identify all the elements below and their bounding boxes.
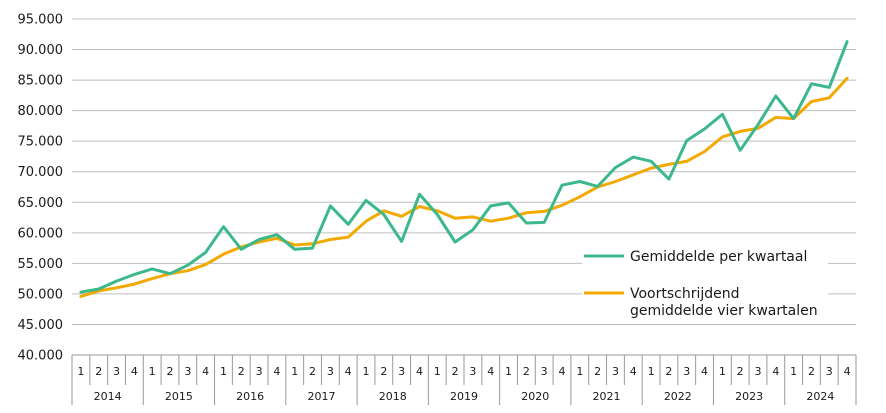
grid (72, 18, 856, 356)
x-tick-quarter-32: 1 (648, 365, 655, 378)
y-tick-label-5: 65.000 (18, 196, 64, 211)
x-tick-quarter-14: 3 (327, 365, 334, 378)
legend-bg-1 (582, 280, 828, 320)
x-tick-year-3: 2017 (307, 390, 335, 403)
y-tick-label-0: 40.000 (18, 349, 64, 364)
x-tick-quarter-13: 2 (309, 365, 316, 378)
y-axis: 40.000 45.000 50.000 55.000 60.000 65.000 70.0… (18, 13, 64, 364)
series-lines (79, 40, 849, 298)
x-tick-quarter-28: 1 (576, 365, 583, 378)
x-tick-quarter-39: 4 (772, 365, 779, 378)
x-tick-quarter-25: 2 (523, 365, 530, 378)
x-tick-year-9: 2023 (735, 390, 763, 403)
x-tick-year-8: 2022 (664, 390, 692, 403)
x-tick-quarter-10: 3 (256, 365, 263, 378)
x-tick-quarter-11: 4 (273, 365, 280, 378)
x-tick-year-4: 2018 (379, 390, 407, 403)
x-tick-quarter-19: 4 (416, 365, 423, 378)
x-tick-quarter-31: 4 (630, 365, 637, 378)
x-tick-year-6: 2020 (521, 390, 549, 403)
x-tick-quarter-35: 4 (701, 365, 708, 378)
x-tick-quarter-24: 1 (505, 365, 512, 378)
x-tick-year-0: 2014 (94, 390, 122, 403)
x-tick-quarter-18: 3 (398, 365, 405, 378)
y-tick-label-11: 95.000 (18, 13, 64, 28)
legend: Gemiddelde per kwartaal Voortschrijdend g… (582, 244, 828, 320)
series-line-1 (79, 76, 849, 298)
x-tick-quarter-21: 2 (452, 365, 459, 378)
x-tick-quarter-26: 3 (541, 365, 548, 378)
y-tick-label-10: 90.000 (18, 43, 64, 58)
x-tick-quarter-30: 3 (612, 365, 619, 378)
x-tick-quarter-3: 4 (131, 365, 138, 378)
y-tick-label-3: 55.000 (18, 257, 64, 272)
legend-bg-0 (582, 244, 828, 264)
x-tick-quarter-0: 1 (77, 365, 84, 378)
x-tick-quarter-1: 2 (95, 365, 102, 378)
y-tick-label-9: 85.000 (18, 74, 64, 89)
legend-label-0: Gemiddelde per kwartaal (630, 249, 807, 265)
x-tick-quarter-37: 2 (737, 365, 744, 378)
x-tick-quarter-9: 2 (238, 365, 245, 378)
x-tick-quarter-22: 3 (469, 365, 476, 378)
x-tick-quarter-41: 2 (808, 365, 815, 378)
y-tick-label-6: 70.000 (18, 165, 64, 180)
legend-entry-1: Voortschrijdend gemiddelde vier kwartalen (582, 280, 828, 320)
x-tick-year-2: 2016 (236, 390, 264, 403)
legend-label-1-line-0: Voortschrijdend (630, 286, 740, 302)
x-tick-quarter-15: 4 (345, 365, 352, 378)
x-tick-quarter-2: 3 (113, 365, 120, 378)
y-tick-label-1: 45.000 (18, 318, 64, 333)
x-tick-year-5: 2019 (450, 390, 478, 403)
x-tick-quarter-38: 3 (755, 365, 762, 378)
legend-label-1: Voortschrijdend gemiddelde vier kwartalen (630, 286, 818, 319)
x-tick-quarter-27: 4 (559, 365, 566, 378)
x-tick-quarter-23: 4 (487, 365, 494, 378)
x-tick-quarter-5: 2 (167, 365, 174, 378)
x-tick-quarter-17: 2 (380, 365, 387, 378)
x-tick-year-10: 2024 (806, 390, 834, 403)
legend-label-1-line-1: gemiddelde vier kwartalen (630, 303, 818, 319)
x-tick-quarter-40: 1 (790, 365, 797, 378)
legend-entry-0: Gemiddelde per kwartaal (582, 244, 828, 265)
x-tick-quarter-33: 2 (665, 365, 672, 378)
y-tick-label-2: 50.000 (18, 287, 64, 302)
x-tick-quarter-8: 1 (220, 365, 227, 378)
x-tick-year-1: 2015 (165, 390, 193, 403)
x-tick-year-7: 2021 (593, 390, 621, 403)
x-tick-quarter-12: 1 (291, 365, 298, 378)
x-tick-quarter-36: 1 (719, 365, 726, 378)
y-tick-label-4: 60.000 (18, 226, 64, 241)
x-tick-quarter-43: 4 (844, 365, 851, 378)
x-tick-quarter-16: 1 (363, 365, 370, 378)
series-line-0 (79, 40, 849, 294)
x-tick-quarter-34: 3 (683, 365, 690, 378)
x-tick-quarter-4: 1 (149, 365, 156, 378)
x-tick-quarter-20: 1 (434, 365, 441, 378)
x-tick-quarter-29: 2 (594, 365, 601, 378)
y-tick-label-8: 80.000 (18, 104, 64, 119)
x-tick-quarter-6: 3 (184, 365, 191, 378)
x-tick-quarter-7: 4 (202, 365, 209, 378)
x-tick-quarter-42: 3 (826, 365, 833, 378)
y-tick-label-7: 75.000 (18, 135, 64, 150)
